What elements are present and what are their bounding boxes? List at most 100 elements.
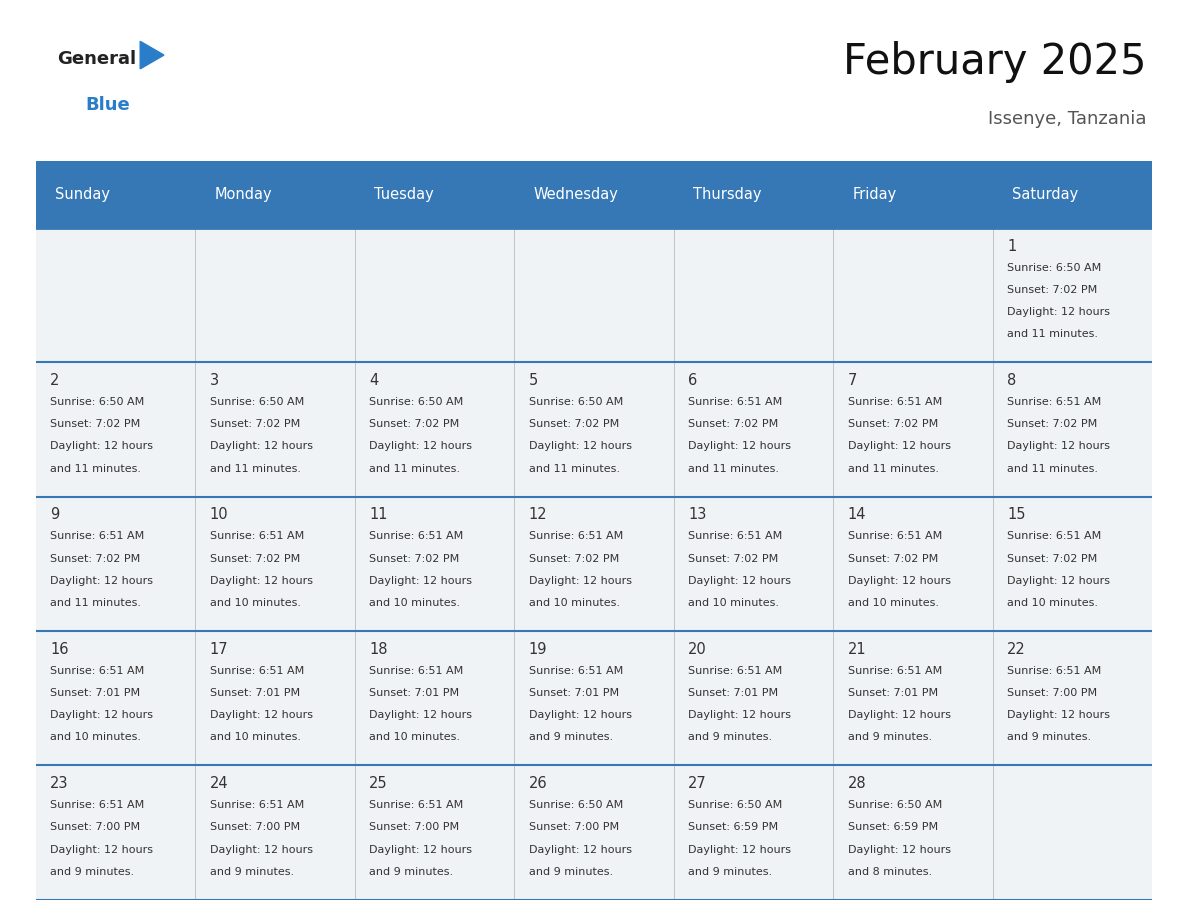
Text: 15: 15 <box>1007 508 1025 522</box>
Text: Sunset: 7:02 PM: Sunset: 7:02 PM <box>688 420 778 430</box>
Text: and 9 minutes.: and 9 minutes. <box>209 867 293 877</box>
Text: and 9 minutes.: and 9 minutes. <box>688 733 772 743</box>
Text: and 8 minutes.: and 8 minutes. <box>848 867 931 877</box>
Text: 14: 14 <box>848 508 866 522</box>
Text: Friday: Friday <box>853 186 897 202</box>
Text: Daylight: 12 hours: Daylight: 12 hours <box>369 845 472 855</box>
Text: Daylight: 12 hours: Daylight: 12 hours <box>1007 711 1111 721</box>
Text: and 11 minutes.: and 11 minutes. <box>848 464 939 474</box>
Text: Sunset: 7:01 PM: Sunset: 7:01 PM <box>209 688 299 698</box>
Text: 18: 18 <box>369 642 387 656</box>
Text: and 11 minutes.: and 11 minutes. <box>369 464 460 474</box>
Text: Sunset: 7:02 PM: Sunset: 7:02 PM <box>209 420 299 430</box>
Text: 23: 23 <box>50 776 69 791</box>
Text: Daylight: 12 hours: Daylight: 12 hours <box>848 845 950 855</box>
Text: 13: 13 <box>688 508 707 522</box>
Text: and 11 minutes.: and 11 minutes. <box>50 464 141 474</box>
Text: Saturday: Saturday <box>1012 186 1079 202</box>
Text: 9: 9 <box>50 508 59 522</box>
Text: Sunrise: 6:51 AM: Sunrise: 6:51 AM <box>209 532 304 542</box>
Text: Sunset: 7:02 PM: Sunset: 7:02 PM <box>848 554 937 564</box>
Text: Daylight: 12 hours: Daylight: 12 hours <box>209 845 312 855</box>
Text: Daylight: 12 hours: Daylight: 12 hours <box>848 711 950 721</box>
Text: 5: 5 <box>529 373 538 388</box>
Text: Thursday: Thursday <box>693 186 762 202</box>
Text: 12: 12 <box>529 508 548 522</box>
Text: and 10 minutes.: and 10 minutes. <box>369 598 460 608</box>
Text: and 10 minutes.: and 10 minutes. <box>688 598 779 608</box>
Text: 3: 3 <box>209 373 219 388</box>
Text: Sunset: 7:02 PM: Sunset: 7:02 PM <box>529 554 619 564</box>
Text: Sunrise: 6:50 AM: Sunrise: 6:50 AM <box>688 800 783 811</box>
Text: Sunset: 7:01 PM: Sunset: 7:01 PM <box>688 688 778 698</box>
Text: Monday: Monday <box>214 186 272 202</box>
Text: Sunset: 6:59 PM: Sunset: 6:59 PM <box>848 823 937 833</box>
Text: Sunset: 7:00 PM: Sunset: 7:00 PM <box>209 823 299 833</box>
Text: Sunset: 7:01 PM: Sunset: 7:01 PM <box>529 688 619 698</box>
Text: Sunset: 7:02 PM: Sunset: 7:02 PM <box>848 420 937 430</box>
Text: 22: 22 <box>1007 642 1026 656</box>
Text: Daylight: 12 hours: Daylight: 12 hours <box>1007 308 1111 317</box>
Text: Sunset: 7:02 PM: Sunset: 7:02 PM <box>209 554 299 564</box>
Text: and 10 minutes.: and 10 minutes. <box>369 733 460 743</box>
Text: Sunrise: 6:51 AM: Sunrise: 6:51 AM <box>688 397 783 407</box>
Text: Sunrise: 6:51 AM: Sunrise: 6:51 AM <box>688 532 783 542</box>
Text: 8: 8 <box>1007 373 1017 388</box>
Bar <box>36 161 1152 228</box>
Text: Daylight: 12 hours: Daylight: 12 hours <box>209 442 312 452</box>
Text: Sunrise: 6:50 AM: Sunrise: 6:50 AM <box>848 800 942 811</box>
Text: Daylight: 12 hours: Daylight: 12 hours <box>1007 576 1111 586</box>
Text: 20: 20 <box>688 642 707 656</box>
Text: 11: 11 <box>369 508 387 522</box>
Text: Sunrise: 6:50 AM: Sunrise: 6:50 AM <box>50 397 144 407</box>
Bar <box>36 363 1152 497</box>
Text: Sunrise: 6:51 AM: Sunrise: 6:51 AM <box>50 666 144 676</box>
Text: Sunrise: 6:51 AM: Sunrise: 6:51 AM <box>50 532 144 542</box>
Text: Sunset: 7:01 PM: Sunset: 7:01 PM <box>369 688 460 698</box>
Text: and 9 minutes.: and 9 minutes. <box>529 733 613 743</box>
Text: Sunrise: 6:50 AM: Sunrise: 6:50 AM <box>369 397 463 407</box>
Text: Sunset: 7:02 PM: Sunset: 7:02 PM <box>1007 554 1098 564</box>
Text: 7: 7 <box>848 373 857 388</box>
Bar <box>36 228 1152 363</box>
Text: Sunrise: 6:51 AM: Sunrise: 6:51 AM <box>50 800 144 811</box>
Text: Blue: Blue <box>86 96 131 115</box>
Text: February 2025: February 2025 <box>843 41 1146 84</box>
Text: Daylight: 12 hours: Daylight: 12 hours <box>50 576 153 586</box>
Text: Sunset: 7:01 PM: Sunset: 7:01 PM <box>50 688 140 698</box>
Text: and 10 minutes.: and 10 minutes. <box>50 733 141 743</box>
Text: Sunrise: 6:50 AM: Sunrise: 6:50 AM <box>529 397 623 407</box>
Text: Daylight: 12 hours: Daylight: 12 hours <box>1007 442 1111 452</box>
Text: 28: 28 <box>848 776 866 791</box>
Text: and 10 minutes.: and 10 minutes. <box>209 733 301 743</box>
Text: Sunset: 7:00 PM: Sunset: 7:00 PM <box>1007 688 1098 698</box>
Text: Daylight: 12 hours: Daylight: 12 hours <box>848 442 950 452</box>
Text: Sunrise: 6:51 AM: Sunrise: 6:51 AM <box>848 666 942 676</box>
Text: and 9 minutes.: and 9 minutes. <box>529 867 613 877</box>
Text: Sunset: 7:02 PM: Sunset: 7:02 PM <box>50 554 140 564</box>
Text: Daylight: 12 hours: Daylight: 12 hours <box>369 442 472 452</box>
Text: Sunrise: 6:51 AM: Sunrise: 6:51 AM <box>1007 532 1101 542</box>
Text: Sunset: 7:02 PM: Sunset: 7:02 PM <box>369 420 460 430</box>
Text: Daylight: 12 hours: Daylight: 12 hours <box>50 711 153 721</box>
Text: 17: 17 <box>209 642 228 656</box>
Text: and 11 minutes.: and 11 minutes. <box>529 464 620 474</box>
Text: and 9 minutes.: and 9 minutes. <box>50 867 134 877</box>
Text: 2: 2 <box>50 373 59 388</box>
Text: and 9 minutes.: and 9 minutes. <box>848 733 931 743</box>
Text: Sunset: 6:59 PM: Sunset: 6:59 PM <box>688 823 778 833</box>
Text: and 10 minutes.: and 10 minutes. <box>209 598 301 608</box>
Text: Daylight: 12 hours: Daylight: 12 hours <box>688 845 791 855</box>
Text: and 10 minutes.: and 10 minutes. <box>1007 598 1098 608</box>
Text: Sunset: 7:02 PM: Sunset: 7:02 PM <box>369 554 460 564</box>
Text: and 11 minutes.: and 11 minutes. <box>688 464 779 474</box>
Text: Sunrise: 6:51 AM: Sunrise: 6:51 AM <box>369 666 463 676</box>
Text: Sunrise: 6:51 AM: Sunrise: 6:51 AM <box>1007 397 1101 407</box>
Text: Daylight: 12 hours: Daylight: 12 hours <box>688 442 791 452</box>
Text: Daylight: 12 hours: Daylight: 12 hours <box>369 576 472 586</box>
Text: Sunset: 7:02 PM: Sunset: 7:02 PM <box>1007 285 1098 295</box>
Text: Daylight: 12 hours: Daylight: 12 hours <box>209 576 312 586</box>
Text: 19: 19 <box>529 642 548 656</box>
Text: 26: 26 <box>529 776 548 791</box>
Text: and 9 minutes.: and 9 minutes. <box>369 867 453 877</box>
